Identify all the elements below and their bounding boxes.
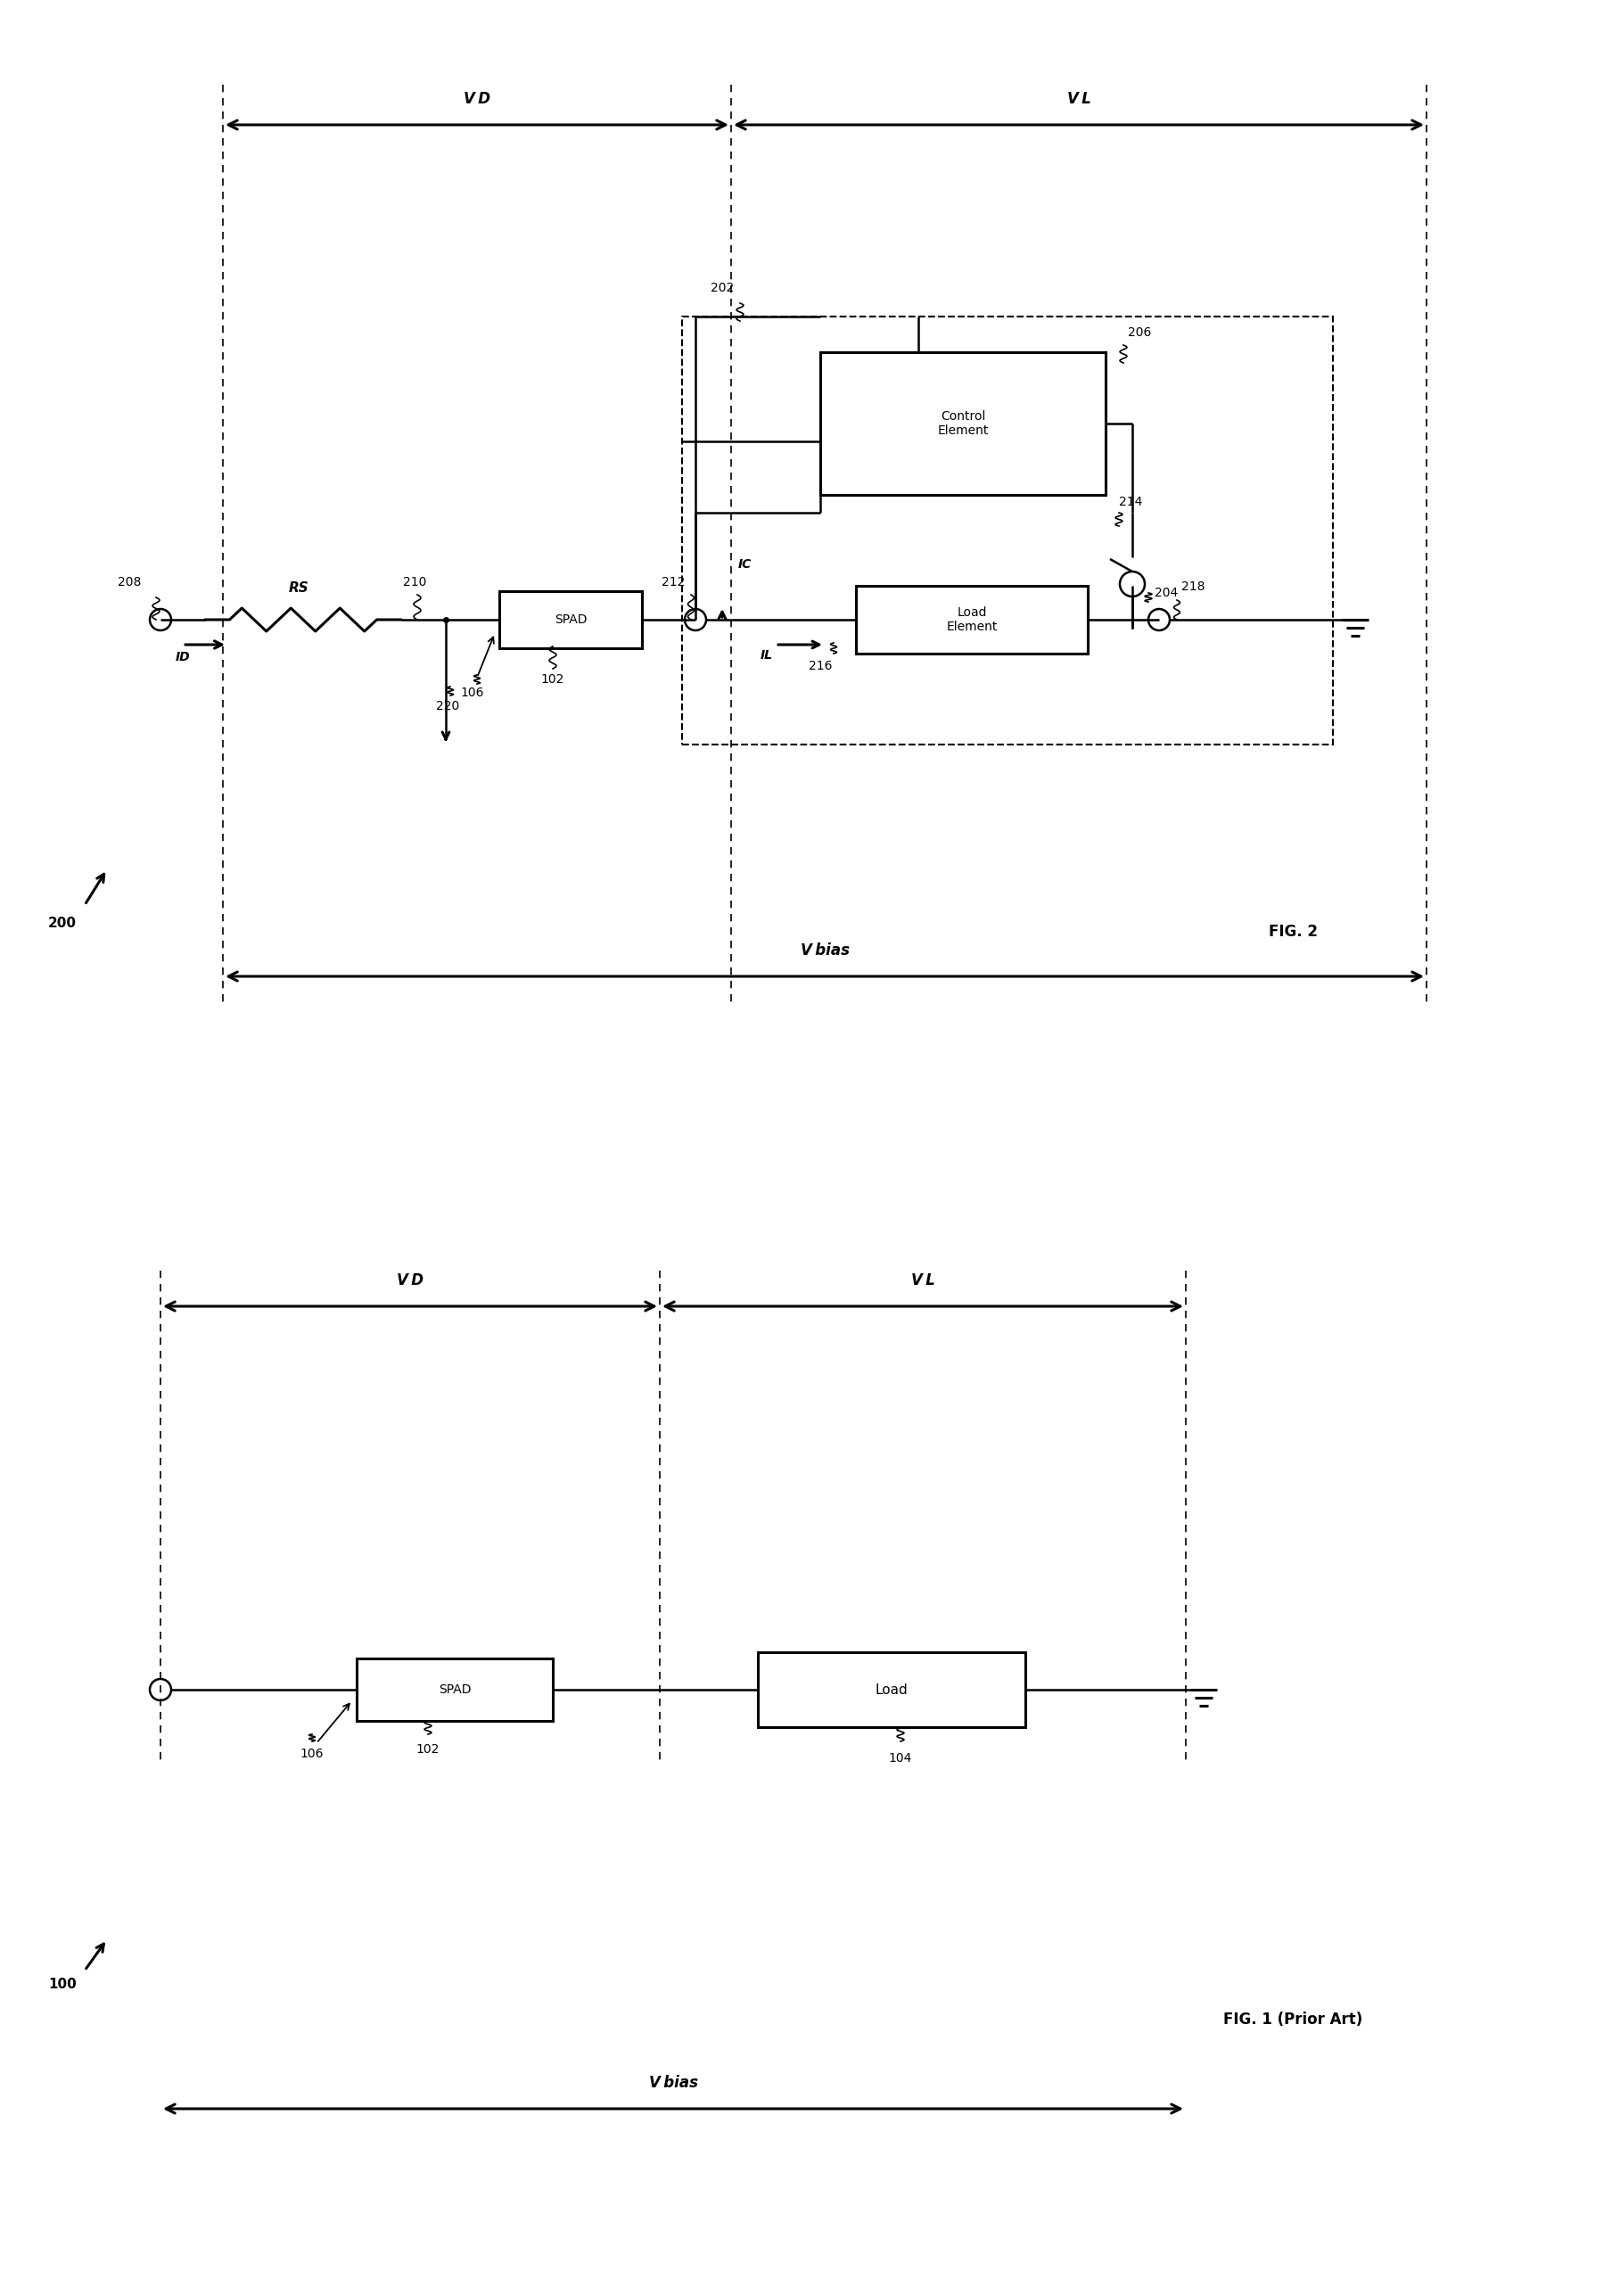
Bar [855, 585, 1087, 654]
Text: 216: 216 [808, 659, 833, 673]
Text: Control
Element: Control Element [938, 411, 988, 436]
Text: 204: 204 [1155, 588, 1178, 599]
Text: 106: 106 [300, 1747, 324, 1761]
Text: Load
Element: Load Element [946, 606, 998, 634]
Text: V D: V D [397, 1272, 423, 1288]
Text: Load: Load [875, 1683, 907, 1697]
Text: V bias: V bias [800, 941, 849, 957]
Text: 100: 100 [49, 1977, 76, 1991]
Text: V bias: V bias [648, 2076, 698, 2092]
Text: IC: IC [737, 558, 752, 572]
Text: FIG. 1 (Prior Art): FIG. 1 (Prior Art) [1223, 2011, 1362, 2027]
Text: 104: 104 [889, 1752, 912, 1766]
Text: 220: 220 [436, 700, 460, 712]
Text: 106: 106 [460, 687, 484, 698]
Text: 210: 210 [403, 576, 426, 588]
Text: 200: 200 [49, 916, 76, 930]
Text: 214: 214 [1119, 496, 1142, 507]
Text: FIG. 2: FIG. 2 [1268, 923, 1317, 939]
Bar [820, 351, 1105, 496]
Bar [356, 1658, 552, 1722]
Text: 212: 212 [661, 576, 685, 588]
Text: V L: V L [1068, 92, 1090, 108]
Text: 206: 206 [1128, 326, 1152, 340]
Text: 202: 202 [711, 282, 734, 294]
Bar [682, 317, 1333, 744]
Text: 218: 218 [1181, 581, 1205, 592]
Text: IL: IL [760, 650, 773, 661]
Text: SPAD: SPAD [554, 613, 586, 627]
Text: RS: RS [288, 581, 309, 595]
Text: V D: V D [463, 92, 491, 108]
Text: 208: 208 [118, 576, 141, 588]
Text: 102: 102 [541, 673, 564, 687]
Text: SPAD: SPAD [439, 1683, 471, 1697]
Bar [758, 1653, 1025, 1727]
Text: 102: 102 [416, 1743, 439, 1756]
Text: ID: ID [175, 650, 190, 664]
Bar [499, 590, 642, 647]
Text: V L: V L [910, 1272, 935, 1288]
